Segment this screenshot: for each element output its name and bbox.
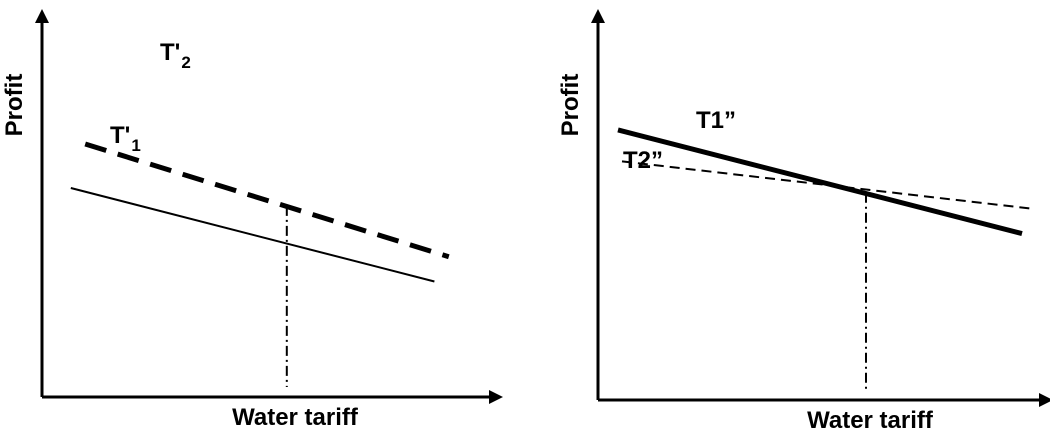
series-line-1 <box>70 187 435 283</box>
series-line-2 <box>621 160 1031 210</box>
x-axis-label: Water tariff <box>807 407 934 430</box>
series-label-1: T1” <box>696 107 736 134</box>
series-label-2: T2” <box>623 147 663 174</box>
series-label-subscript-2: 2 <box>181 53 190 72</box>
series-label-2: T' <box>160 39 180 66</box>
series-line-2 <box>84 141 450 260</box>
series-label-subscript-1: 1 <box>131 136 140 155</box>
series-label-1: T' <box>110 122 130 149</box>
y-axis-label: Profit <box>1 74 28 137</box>
y-axis-label: Profit <box>557 74 584 137</box>
series-line-1 <box>617 127 1023 237</box>
x-axis-label: Water tariff <box>232 404 359 430</box>
